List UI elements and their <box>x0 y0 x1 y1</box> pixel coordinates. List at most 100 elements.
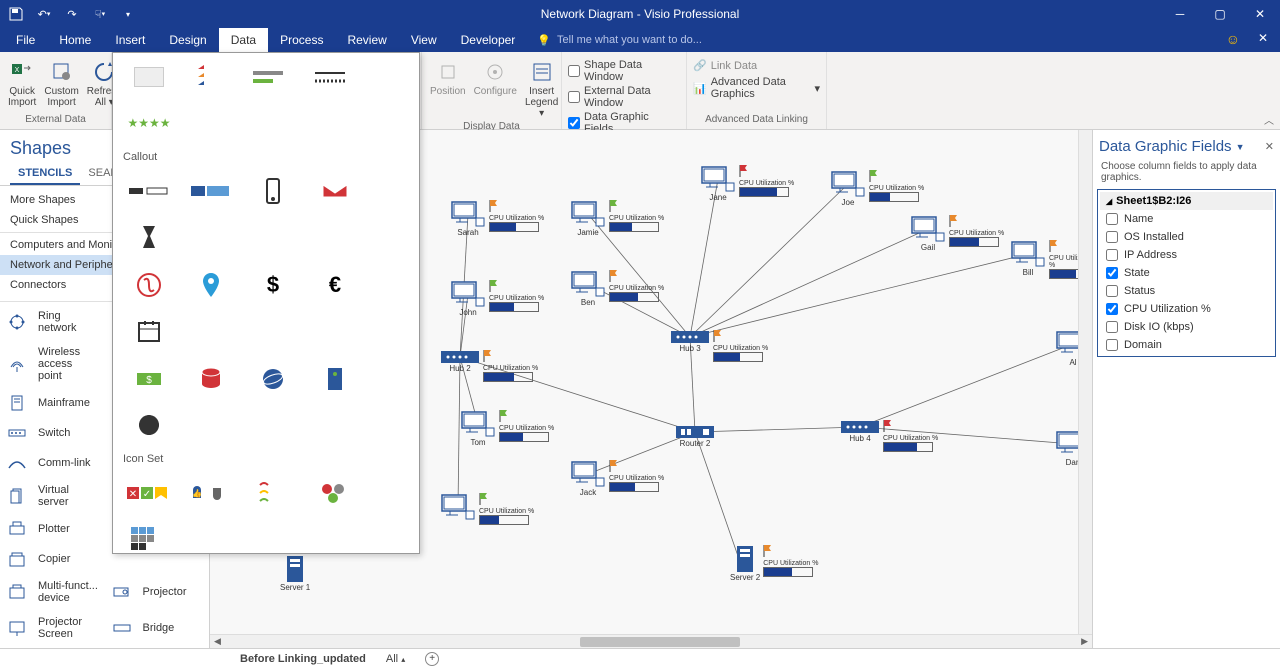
gallery-item[interactable]: $ <box>245 265 301 305</box>
field-row[interactable]: Name <box>1100 210 1273 228</box>
gallery-item[interactable] <box>121 311 177 351</box>
position-button[interactable]: Position <box>428 58 468 99</box>
configure-button[interactable]: Configure <box>472 58 519 99</box>
tab-insert[interactable]: Insert <box>103 28 157 52</box>
scroll-left-icon[interactable]: ◀ <box>210 636 225 647</box>
all-pages-button[interactable]: All ▴ <box>386 653 405 665</box>
field-row[interactable]: OS Installed <box>1100 228 1273 246</box>
stencil-item[interactable]: Modem <box>105 646 210 648</box>
field-sheet-header[interactable]: ◢ Sheet1$B2:I26 <box>1100 192 1273 210</box>
custom-import-button[interactable]: Custom Import <box>42 58 80 110</box>
gallery-item[interactable] <box>121 519 177 554</box>
gallery-item[interactable] <box>307 171 363 211</box>
collapse-ribbon-icon[interactable]: ︿ <box>1264 112 1274 127</box>
gallery-item[interactable] <box>307 473 363 513</box>
tab-home[interactable]: Home <box>47 28 103 52</box>
gallery-item[interactable] <box>183 265 239 305</box>
network-node-server[interactable]: Server 1 <box>280 555 310 592</box>
close-doc-button[interactable]: ✕ <box>1258 31 1268 45</box>
field-row[interactable]: Disk IO (kbps) <box>1100 318 1273 336</box>
feedback-icon[interactable]: ☺ <box>1226 31 1240 47</box>
stencil-item[interactable]: Wireless access point <box>0 340 105 388</box>
stencil-item[interactable]: Projector <box>105 574 210 610</box>
field-checkbox[interactable] <box>1106 231 1118 243</box>
gallery-item[interactable] <box>245 171 301 211</box>
gallery-item[interactable] <box>121 265 177 305</box>
gallery-item[interactable] <box>121 405 177 445</box>
gallery-item[interactable]: $ <box>121 359 177 399</box>
field-checkbox[interactable] <box>1106 321 1118 333</box>
gallery-item[interactable] <box>245 473 301 513</box>
quick-import-button[interactable]: X Quick Import <box>6 58 38 110</box>
gallery-item[interactable] <box>183 57 239 97</box>
tab-design[interactable]: Design <box>157 28 218 52</box>
stencil-item[interactable]: Comm-link <box>0 448 105 478</box>
field-row[interactable]: State <box>1100 264 1273 282</box>
advanced-data-graphics-button[interactable]: 📊Advanced Data Graphics ▾ <box>693 75 820 101</box>
vertical-scrollbar[interactable] <box>1078 130 1092 634</box>
link-data-button[interactable]: 🔗Link Data <box>693 58 757 73</box>
touch-mode-icon[interactable]: ☟▾ <box>92 6 108 22</box>
gallery-item[interactable] <box>121 57 177 97</box>
network-node-pc[interactable]: Gail CPU Utilization % <box>910 215 1004 252</box>
page-tab[interactable]: Before Linking_updated <box>240 653 366 665</box>
field-row[interactable]: Domain <box>1100 336 1273 354</box>
stencil-item[interactable]: Switch <box>0 418 105 448</box>
insert-legend-button[interactable]: Insert Legend ▾ <box>523 58 560 121</box>
network-node-pc[interactable]: Tom CPU Utilization % <box>460 410 554 447</box>
horizontal-scrollbar[interactable]: ◀ ▶ <box>210 634 1092 648</box>
tab-data[interactable]: Data <box>219 28 268 52</box>
gallery-item[interactable]: € <box>307 265 363 305</box>
field-checkbox[interactable] <box>1106 249 1118 261</box>
field-row[interactable]: Status <box>1100 282 1273 300</box>
stencils-tab[interactable]: STENCILS <box>10 163 80 185</box>
minimize-button[interactable]: ─ <box>1160 0 1200 28</box>
gallery-item[interactable] <box>121 217 177 257</box>
tab-developer[interactable]: Developer <box>449 28 528 52</box>
stencil-item[interactable]: Copier <box>0 544 105 574</box>
external-data-window-check[interactable]: External Data Window <box>568 84 680 110</box>
gallery-item[interactable] <box>245 57 301 97</box>
gallery-item[interactable] <box>183 171 239 211</box>
stencil-item[interactable]: Multi-funct... device <box>0 574 105 610</box>
stencil-item[interactable]: Projector Screen <box>0 610 105 646</box>
field-checkbox[interactable] <box>1106 213 1118 225</box>
scroll-right-icon[interactable]: ▶ <box>1077 636 1092 647</box>
field-checkbox[interactable] <box>1106 285 1118 297</box>
shape-data-window-check[interactable]: Shape Data Window <box>568 58 680 84</box>
network-node-pc[interactable]: Jamie CPU Utilization % <box>570 200 664 237</box>
field-checkbox[interactable] <box>1106 303 1118 315</box>
tab-view[interactable]: View <box>399 28 449 52</box>
gallery-item[interactable] <box>307 359 363 399</box>
network-node-hub[interactable]: Hub 4 CPU Utilization % <box>840 420 938 452</box>
stencil-item[interactable]: Ring network <box>0 304 105 340</box>
scroll-thumb[interactable] <box>580 637 740 647</box>
field-checkbox[interactable] <box>1106 339 1118 351</box>
close-pane-button[interactable]: ✕ <box>1265 140 1274 153</box>
network-node-hub[interactable]: Hub 2 CPU Utilization % <box>440 350 538 382</box>
new-page-button[interactable]: + <box>425 652 439 666</box>
field-row[interactable]: CPU Utilization % <box>1100 300 1273 318</box>
network-node-pc[interactable]: Jack CPU Utilization % <box>570 460 664 497</box>
network-node-router[interactable]: Router 2 <box>675 425 715 448</box>
network-node-pc[interactable]: Joe CPU Utilization % <box>830 170 924 207</box>
gallery-item[interactable]: 👍 <box>183 473 239 513</box>
stencil-item[interactable]: Virtual server <box>0 478 105 514</box>
tab-review[interactable]: Review <box>335 28 398 52</box>
stencil-item[interactable]: Hub <box>0 646 105 648</box>
network-node-hub[interactable]: Hub 3 CPU Utilization % <box>670 330 768 362</box>
close-button[interactable]: ✕ <box>1240 0 1280 28</box>
pane-dropdown-icon[interactable]: ▼ <box>1236 142 1245 152</box>
network-node-pc[interactable]: John CPU Utilization % <box>450 280 544 317</box>
qat-customize-icon[interactable]: ▾ <box>120 6 136 22</box>
field-checkbox[interactable] <box>1106 267 1118 279</box>
gallery-item[interactable] <box>121 171 177 211</box>
field-row[interactable]: IP Address <box>1100 246 1273 264</box>
maximize-button[interactable]: ▢ <box>1200 0 1240 28</box>
stencil-item[interactable]: Plotter <box>0 514 105 544</box>
undo-icon[interactable]: ↶ ▾ <box>36 6 52 22</box>
stencil-item[interactable]: Bridge <box>105 610 210 646</box>
tab-process[interactable]: Process <box>268 28 335 52</box>
network-node-pc[interactable]: Ben CPU Utilization % <box>570 270 664 307</box>
gallery-item[interactable] <box>245 359 301 399</box>
